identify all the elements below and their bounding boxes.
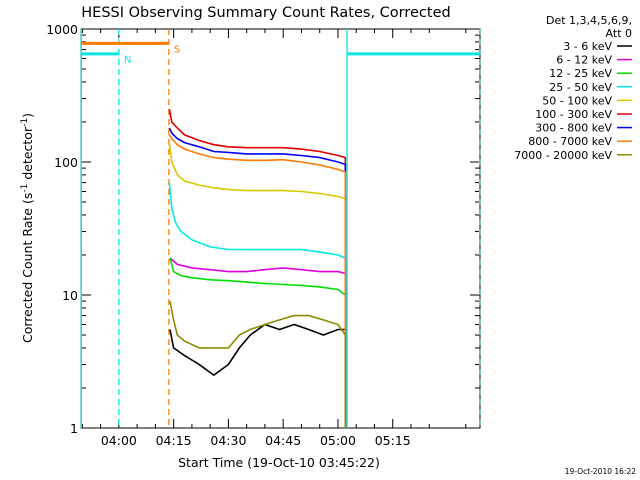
series-group [168,108,347,428]
legend-label: 25 - 50 keV [549,81,612,94]
series-line [169,257,347,428]
plot-frame [80,28,481,429]
y-tick-label: 10 [62,288,78,303]
generation-timestamp: 19-Oct-2010 16:22 [565,467,636,476]
chart-title: HESSI Observing Summary Count Rates, Cor… [81,5,450,21]
y-tick-label: 1000 [46,22,78,37]
series-line [168,127,347,428]
x-tick-label: 04:00 [101,433,137,448]
legend-label: 7000 - 20000 keV [514,149,612,162]
x-tick-label: 05:00 [320,433,356,448]
series-line [168,142,347,428]
legend-label: 6 - 12 keV [556,54,612,67]
series-line [169,257,347,428]
x-tick-label: 05:15 [375,433,411,448]
y-axis-label: Corrected Count Rate (s-1 detector-1) [20,113,35,343]
legend-label: 12 - 25 keV [549,67,612,80]
series-line [168,108,347,428]
series-line [168,182,347,428]
x-tick-label: 04:15 [156,433,192,448]
legend-label: 50 - 100 keV [542,94,612,107]
legend-label: 3 - 6 keV [563,40,612,53]
series-line [169,323,347,428]
legend-header-attenuator: Att 0 [606,27,632,40]
legend-header-detectors: Det 1,3,4,5,6,9, [546,14,632,27]
x-tick-label: 04:30 [210,433,246,448]
y-tick-label: 100 [54,155,78,170]
flag-label-s: S [174,44,180,55]
y-tick-label: 1 [70,421,78,436]
flag-label-n: N [124,55,131,66]
x-tick-label: 04:45 [265,433,301,448]
x-axis-label: Start Time (19-Oct-10 03:45:22) [178,455,380,470]
series-line [168,134,347,428]
legend-label: 100 - 300 keV [535,108,612,121]
series-line [169,300,347,428]
legend-label: 300 - 800 keV [535,122,612,135]
legend-label: 800 - 7000 keV [528,135,612,148]
